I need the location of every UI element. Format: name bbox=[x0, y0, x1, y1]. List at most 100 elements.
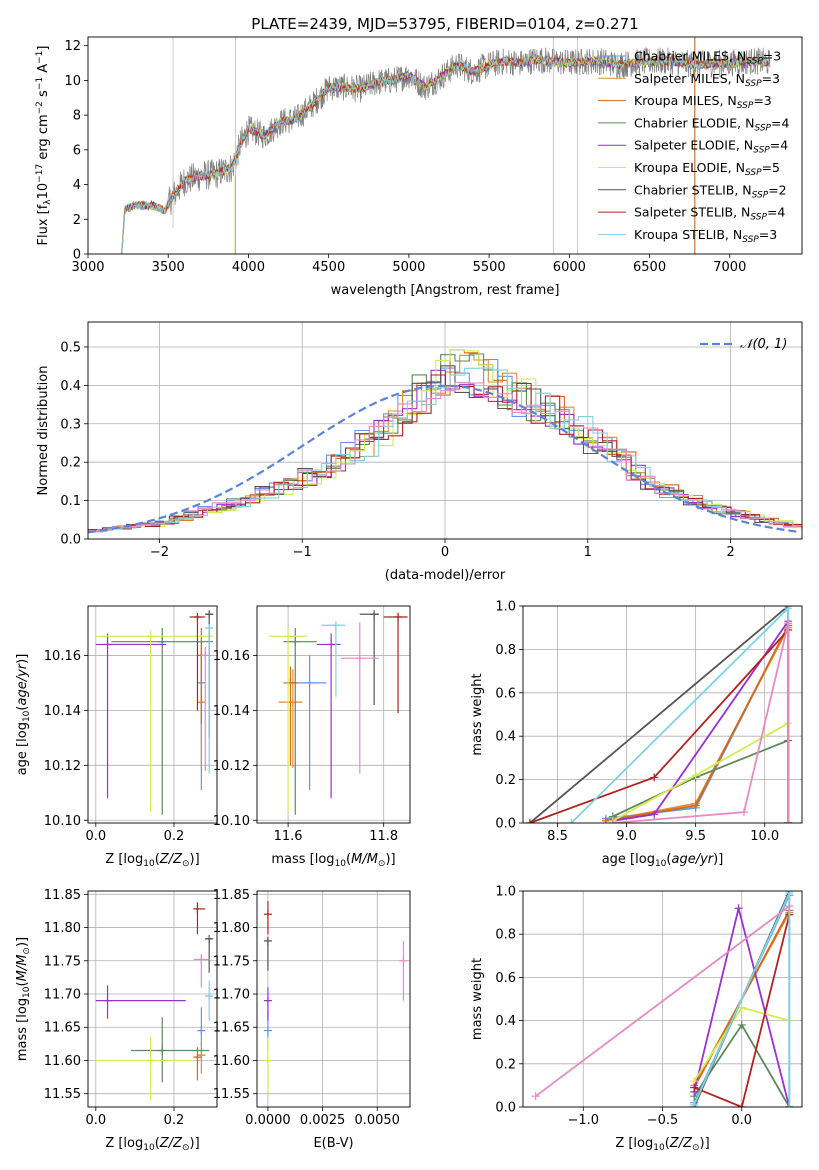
mass-vs-Z-frame bbox=[87, 890, 218, 1108]
x-tick-label: 0.0025 bbox=[300, 1113, 346, 1128]
y-tick-label: 6 bbox=[73, 143, 81, 158]
residual-histogram bbox=[88, 374, 802, 531]
y-tick-label: 8 bbox=[73, 109, 81, 124]
data-point bbox=[734, 904, 743, 913]
massweight-vs-age-axes: 8.5 9.0 9.5 10.0 0.0 0.2 0.4 0.6 0.8 1.0 bbox=[495, 600, 802, 844]
model-spectrum-line bbox=[121, 55, 770, 252]
model-spectrum-line bbox=[121, 55, 770, 254]
data-point bbox=[291, 637, 300, 646]
data-point bbox=[103, 640, 112, 649]
data-point bbox=[284, 632, 293, 641]
data-point bbox=[146, 1056, 155, 1065]
data-point bbox=[197, 955, 206, 964]
x-tick-label: 1 bbox=[584, 545, 592, 560]
y-tick-label: 10.12 bbox=[213, 759, 250, 774]
spectrum-xlabel: wavelength [Angstrom, rest frame] bbox=[331, 283, 560, 298]
age-vs-mass-plot-area bbox=[268, 610, 408, 815]
y-tick-label: 0.6 bbox=[495, 971, 516, 986]
mass-weight-line bbox=[535, 905, 790, 1097]
data-point bbox=[737, 1020, 746, 1029]
model-spectrum-line bbox=[121, 56, 770, 254]
y-tick-label: 0.3 bbox=[60, 417, 81, 432]
spectrum-axes: 3000 3500 4000 4500 5000 5500 6000 6500 7000 0 2 4 6… bbox=[64, 39, 746, 275]
y-tick-label: 0.2 bbox=[495, 1057, 516, 1072]
data-point bbox=[650, 773, 659, 782]
y-tick-label: 0 bbox=[73, 248, 81, 263]
data-point bbox=[331, 621, 340, 630]
mass-vs-Z-ylabel: mass [log10(M/M⊙)] bbox=[15, 937, 32, 1061]
x-tick-label: 4500 bbox=[312, 260, 345, 275]
y-tick-label: 10.10 bbox=[44, 814, 81, 829]
mass-vs-Z-xlabel: Z [log10(Z/Z⊙)] bbox=[105, 1136, 199, 1153]
data-point bbox=[193, 612, 202, 621]
model-spectrum-line bbox=[121, 55, 770, 253]
legend-label: Salpeter ELODIE, NSSP=4 bbox=[634, 138, 788, 156]
x-tick-label: 0.0000 bbox=[245, 1113, 291, 1128]
data-point bbox=[608, 819, 617, 823]
data-point bbox=[103, 996, 112, 1005]
data-point bbox=[739, 808, 748, 817]
age-vs-Z-plot-area bbox=[95, 610, 214, 815]
data-point bbox=[263, 996, 272, 1005]
data-point bbox=[525, 819, 534, 823]
residuals-ylabel: Normed distribution bbox=[36, 366, 51, 496]
legend-label: Kroupa ELODIE, NSSP=5 bbox=[634, 160, 780, 178]
figure-title: PLATE=2439, MJD=53795, FIBERID=0104, z=0… bbox=[251, 15, 638, 33]
mass-vs-Z-plot-area bbox=[95, 902, 214, 1101]
x-tick-label: 2 bbox=[726, 545, 734, 560]
massweight-vs-age-xlabel: age [log10(age/yr)] bbox=[602, 852, 724, 869]
y-tick-label: 11.55 bbox=[44, 1087, 81, 1102]
x-tick-label: 0.2 bbox=[164, 829, 185, 844]
x-tick-label: 0 bbox=[441, 545, 449, 560]
y-tick-label: 10 bbox=[64, 74, 81, 89]
data-point bbox=[201, 651, 210, 660]
age-vs-Z-ylabel: age [log10(age/yr)] bbox=[15, 654, 32, 776]
residual-histogram bbox=[88, 381, 798, 532]
x-tick-label: 5000 bbox=[392, 260, 425, 275]
x-tick-label: 0.0050 bbox=[354, 1113, 400, 1128]
data-point bbox=[263, 936, 272, 945]
y-tick-label: 10.10 bbox=[213, 814, 250, 829]
mass-vs-ebv-frame bbox=[256, 890, 411, 1108]
data-point bbox=[691, 771, 700, 780]
legend-label: Chabrier STELIB, NSSP=2 bbox=[634, 182, 787, 200]
x-tick-label: 0.0 bbox=[85, 829, 106, 844]
data-point bbox=[146, 632, 155, 641]
y-tick-label: 11.65 bbox=[44, 1021, 81, 1036]
data-point bbox=[785, 902, 794, 911]
x-tick-label: 7000 bbox=[713, 260, 746, 275]
x-tick-label: 11.6 bbox=[274, 829, 303, 844]
data-point bbox=[737, 1003, 746, 1012]
x-tick-label: 3000 bbox=[71, 260, 104, 275]
data-point bbox=[690, 1083, 699, 1092]
age-vs-Z-axes: 0.0 0.2 10.10 10.12 10.14 10.16 bbox=[44, 606, 217, 844]
y-tick-label: 0.0 bbox=[495, 1101, 516, 1116]
residual-histogram bbox=[93, 349, 802, 532]
legend-label: Kroupa STELIB, NSSP=3 bbox=[634, 227, 777, 245]
y-tick-label: 11.70 bbox=[44, 988, 81, 1003]
y-tick-label: 11.85 bbox=[44, 888, 81, 903]
spectrum-legend: Chabrier MILES, NSSP=3 Salpeter MILES, NS… bbox=[598, 49, 789, 245]
x-tick-label: −1 bbox=[293, 545, 312, 560]
mass-vs-ebv-axes: 0.0000 0.0025 0.0050 11.55 11.60 11.65 11.70 11… bbox=[213, 888, 410, 1128]
x-tick-label: 3500 bbox=[152, 260, 185, 275]
data-point bbox=[784, 606, 793, 613]
y-tick-label: 0.4 bbox=[495, 1014, 516, 1029]
data-point bbox=[193, 1053, 202, 1062]
x-tick-label: 10.0 bbox=[750, 829, 779, 844]
data-point bbox=[650, 810, 659, 819]
data-point bbox=[370, 610, 379, 619]
mass-weight-line bbox=[605, 627, 789, 822]
data-point bbox=[205, 934, 214, 943]
data-point bbox=[690, 1100, 699, 1107]
data-point bbox=[567, 819, 576, 823]
x-tick-label: 4000 bbox=[232, 260, 265, 275]
residuals-frame bbox=[87, 321, 803, 540]
age-vs-mass-axes: 11.6 11.8 10.10 10.12 10.14 10.16 bbox=[213, 606, 410, 844]
data-point bbox=[205, 992, 214, 1001]
y-tick-label: 0.4 bbox=[60, 379, 81, 394]
x-tick-label: 6500 bbox=[633, 260, 666, 275]
y-tick-label: 10.12 bbox=[44, 759, 81, 774]
massweight-vs-Z-xlabel: Z [log10(Z/Z⊙)] bbox=[615, 1136, 709, 1153]
data-point bbox=[197, 1026, 206, 1035]
